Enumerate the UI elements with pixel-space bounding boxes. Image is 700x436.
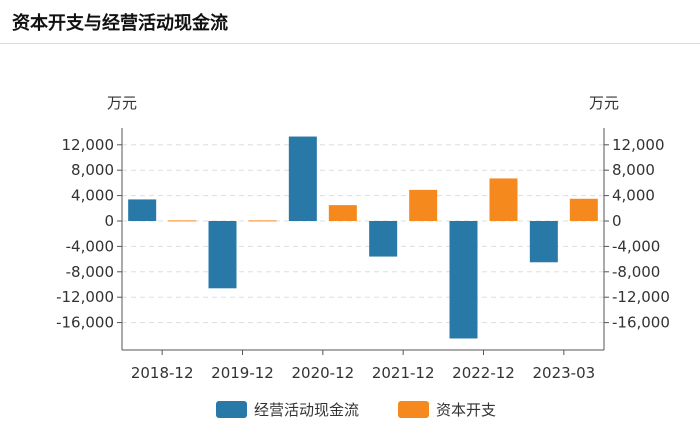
y-tick-label-left: -8,000 (66, 263, 114, 281)
x-tick-label: 2019-12 (211, 364, 274, 382)
x-tick-label: 2021-12 (372, 364, 435, 382)
y-tick-label-left: 8,000 (71, 161, 114, 179)
y-tick-label-right: 0 (612, 212, 622, 230)
bar-capex (489, 178, 518, 221)
bar-operating-cash-flow (128, 199, 157, 221)
axes (117, 128, 609, 355)
y-axis-unit-right: 万元 (589, 94, 619, 112)
y-tick-label-left: -16,000 (56, 314, 114, 332)
bar-capex (328, 205, 357, 221)
y-tick-label-right: -16,000 (612, 314, 670, 332)
bar-capex (409, 189, 438, 221)
x-tick-label: 2022-12 (452, 364, 515, 382)
y-tick-label-left: 4,000 (71, 187, 114, 205)
y-tick-label-right: 4,000 (612, 187, 655, 205)
bar-operating-cash-flow (449, 221, 478, 339)
x-tick-label: 2020-12 (291, 364, 354, 382)
y-tick-label-right: -8,000 (612, 263, 660, 281)
legend-label: 经营活动现金流 (254, 401, 359, 419)
x-tick-label: 2023-03 (532, 364, 595, 382)
tick-labels: 12,000 8,000 4,000 0 -4,000 -8,000 -12,000 -16,… (56, 94, 670, 382)
header-bar: 资本开支与经营活动现金流 (0, 0, 700, 44)
bar-operating-cash-flow (369, 221, 398, 257)
bar-operating-cash-flow (529, 221, 558, 263)
bar-operating-cash-flow (288, 136, 317, 221)
bar-capex (569, 198, 598, 221)
y-axis-unit-left: 万元 (107, 94, 137, 112)
y-tick-label-right: 8,000 (612, 161, 655, 179)
y-tick-label-right: 12,000 (612, 136, 665, 154)
bar-capex (168, 220, 197, 222)
legend-swatch (398, 401, 429, 418)
legend[interactable]: 经营活动现金流 资本开支 (216, 401, 496, 419)
legend-label: 资本开支 (436, 401, 496, 419)
y-tick-label-right: -4,000 (612, 237, 660, 255)
legend-swatch (216, 401, 247, 418)
bars (128, 136, 598, 339)
y-tick-label-left: 0 (104, 212, 114, 230)
x-tick-label: 2018-12 (131, 364, 194, 382)
page-title: 资本开支与经营活动现金流 (12, 13, 228, 34)
y-tick-label-left: 12,000 (62, 136, 115, 154)
y-tick-label-left: -4,000 (66, 237, 114, 255)
bar-capex (248, 220, 277, 222)
y-tick-label-right: -12,000 (612, 288, 670, 306)
bar-operating-cash-flow (208, 221, 237, 289)
y-tick-label-left: -12,000 (56, 288, 114, 306)
